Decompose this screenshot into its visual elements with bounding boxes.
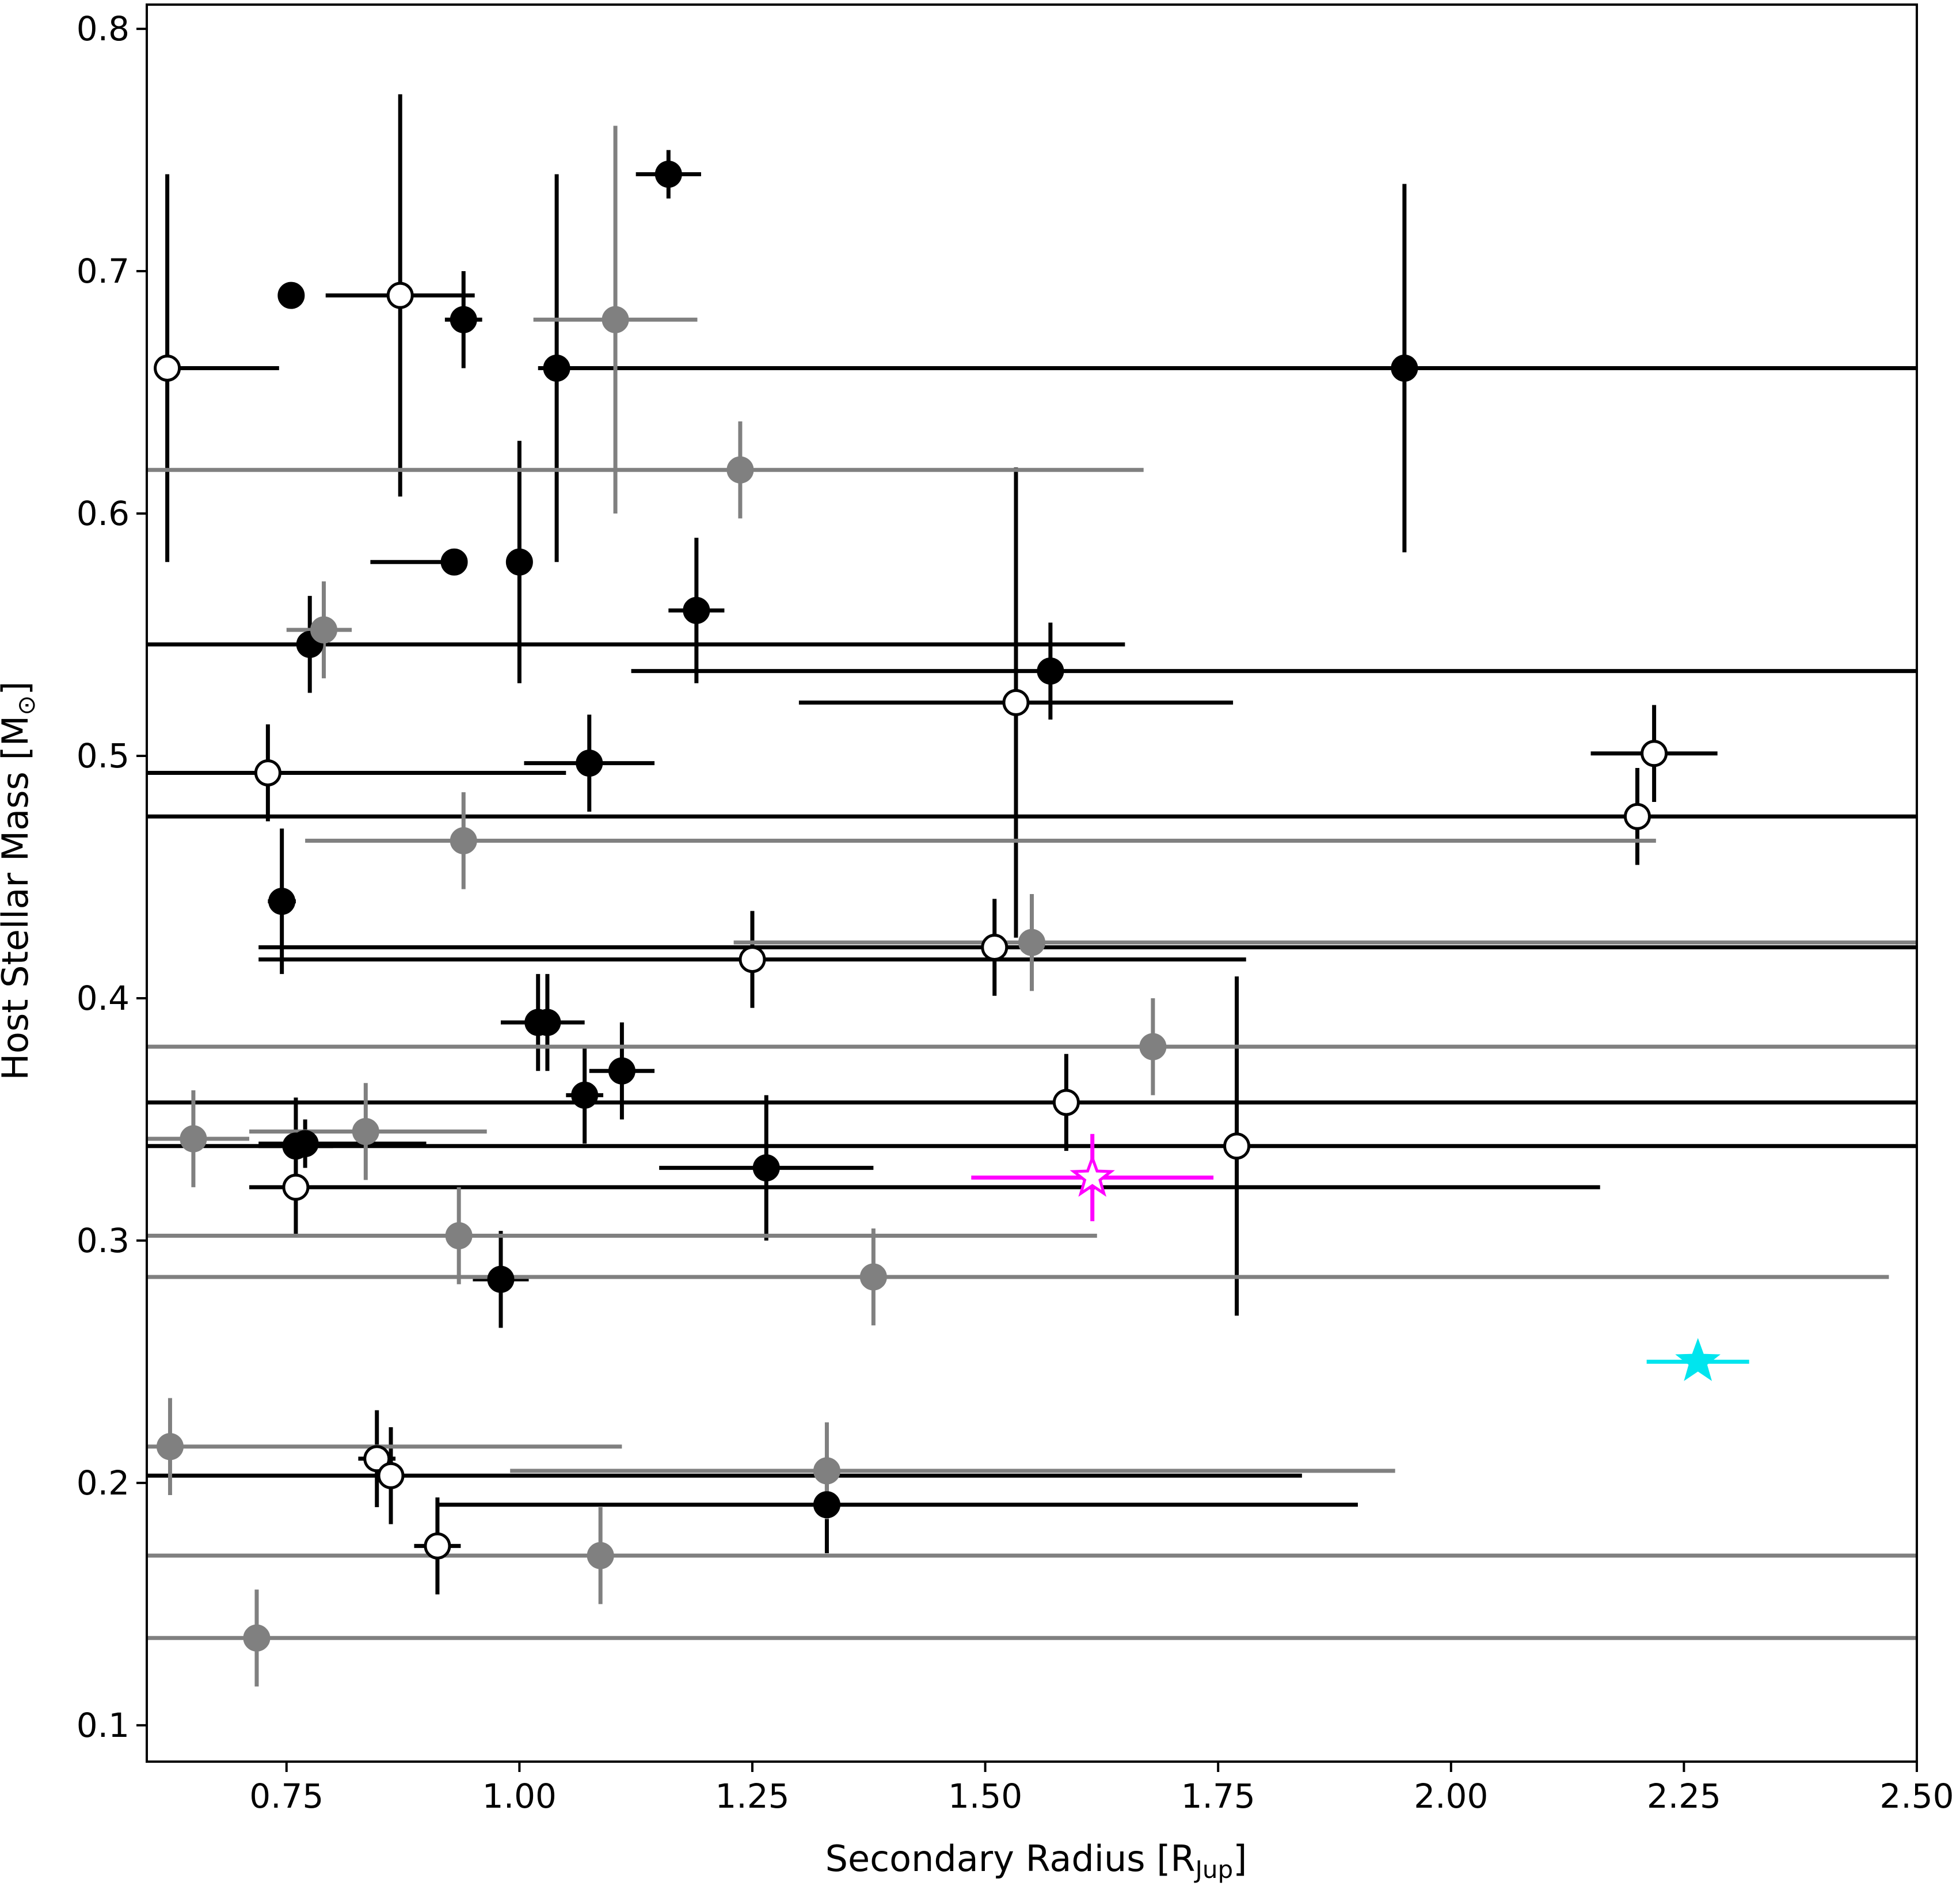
data-point (291, 1130, 319, 1158)
data-point (602, 306, 629, 333)
y-tick-label: 0.3 (77, 1221, 130, 1260)
data-point (282, 1173, 310, 1201)
data-point (739, 946, 766, 973)
x-tick-label: 2.50 (1879, 1777, 1954, 1816)
data-point (310, 616, 337, 644)
data-point (268, 888, 296, 915)
star-point (1675, 1338, 1721, 1381)
data-point (254, 759, 281, 786)
data-point (1623, 803, 1651, 830)
data-point (440, 548, 468, 576)
data-point (505, 548, 533, 576)
data-point (683, 596, 710, 624)
data-point (654, 161, 682, 188)
data-markers (154, 161, 1721, 1652)
data-point (180, 1125, 207, 1153)
data-point (1391, 354, 1418, 382)
data-point (156, 1433, 184, 1461)
data-point (534, 1009, 561, 1036)
y-tick-label: 0.5 (77, 736, 130, 775)
data-point (445, 1222, 473, 1250)
data-point (1018, 929, 1045, 956)
plot-frame (146, 3, 1918, 1763)
y-tick-label: 0.1 (77, 1706, 130, 1745)
data-point (1052, 1089, 1080, 1116)
x-tick-label: 1.25 (715, 1777, 789, 1816)
data-point (813, 1491, 840, 1519)
data-point (450, 827, 477, 854)
data-point (1223, 1132, 1251, 1160)
y-axis-label: Host Stellar Mass [M⊙] (0, 681, 40, 1080)
data-point (450, 306, 477, 333)
data-point (587, 1542, 614, 1569)
data-point (424, 1532, 451, 1560)
x-axis-label: Secondary Radius [RJup] (825, 1838, 1247, 1884)
y-tick-label: 0.4 (77, 979, 130, 1018)
y-tick-label: 0.7 (77, 252, 130, 291)
data-point (1037, 657, 1064, 685)
data-point (277, 282, 305, 309)
data-point (726, 456, 754, 484)
y-tick-label: 0.2 (77, 1463, 130, 1503)
data-point (859, 1263, 887, 1291)
x-tick-label: 2.25 (1647, 1777, 1721, 1816)
y-tick-label: 0.8 (77, 9, 130, 48)
data-point (1641, 740, 1668, 767)
x-tick-label: 0.75 (249, 1777, 324, 1816)
star-point (1070, 1154, 1115, 1197)
x-tick-label: 1.00 (482, 1777, 557, 1816)
x-tick-label: 1.75 (1181, 1777, 1255, 1816)
data-point (813, 1457, 840, 1485)
data-point (752, 1154, 780, 1182)
data-point (386, 282, 414, 309)
y-tick-label: 0.6 (77, 494, 130, 533)
data-point (571, 1081, 599, 1109)
data-point (981, 934, 1008, 961)
x-tick-label: 2.00 (1414, 1777, 1488, 1816)
x-axis-ticks: 0.75 1.00 1.25 1.50 1.75 2.00 2.25 2.50 (249, 1762, 1954, 1816)
data-point (576, 750, 603, 777)
data-point (543, 354, 570, 382)
data-point (608, 1057, 635, 1085)
data-point (377, 1462, 405, 1489)
y-axis-ticks: 0.1 0.2 0.3 0.4 0.5 0.6 0.7 0.8 (77, 9, 147, 1745)
x-tick-label: 1.50 (948, 1777, 1022, 1816)
error-bars (147, 94, 1917, 1687)
data-point (1002, 689, 1030, 716)
data-point (1139, 1033, 1167, 1060)
data-point (352, 1117, 379, 1145)
data-point (154, 354, 181, 382)
data-point (487, 1265, 515, 1293)
data-point (243, 1624, 271, 1652)
